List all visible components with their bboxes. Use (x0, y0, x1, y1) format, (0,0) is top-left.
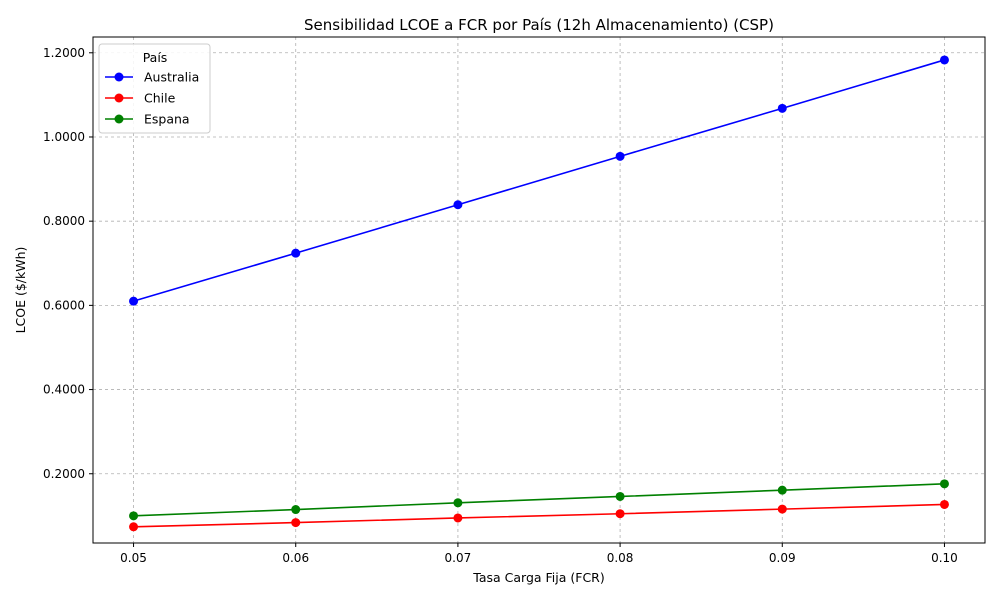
x-tick-label: 0.08 (607, 551, 634, 565)
data-point-espana (939, 479, 949, 489)
legend-swatch-marker (114, 72, 124, 82)
legend-box (98, 43, 211, 134)
y-tick-label: 1.2000 (43, 46, 85, 60)
legend: País Australia Chile Espana (98, 43, 211, 134)
data-point-espana (615, 491, 625, 501)
chart-title: Sensibilidad LCOE a FCR por País (12h Al… (304, 16, 774, 34)
data-point-chile (939, 499, 949, 509)
legend-item-australia: Australia (105, 70, 199, 85)
x-tick-label: 0.09 (769, 551, 796, 565)
y-tick-label: 0.6000 (43, 298, 85, 312)
data-point-chile (291, 518, 301, 528)
legend-item-chile: Chile (105, 91, 176, 106)
x-tick-label: 0.06 (282, 551, 309, 565)
data-point-australia (615, 151, 625, 161)
legend-label: Espana (144, 112, 190, 127)
data-point-australia (453, 200, 463, 210)
y-tick-label: 0.4000 (43, 383, 85, 397)
data-series (129, 55, 949, 532)
legend-swatch-marker (114, 93, 124, 103)
legend-label: Australia (144, 70, 199, 85)
data-point-australia (291, 248, 301, 258)
series-line-australia (133, 59, 945, 302)
series-line-chile (133, 503, 945, 528)
x-axis-ticks: 0.05 0.06 0.07 0.08 0.09 0.10 (120, 543, 958, 565)
data-point-chile (777, 504, 787, 514)
series-australia (129, 55, 949, 306)
legend-title: País (143, 50, 168, 65)
y-tick-label: 0.2000 (43, 467, 85, 481)
data-point-espana (291, 505, 301, 515)
x-tick-label: 0.05 (120, 551, 147, 565)
y-tick-label: 1.0000 (43, 130, 85, 144)
data-point-australia (777, 103, 787, 113)
data-point-chile (129, 522, 139, 532)
y-axis-label: LCOE ($/kWh) (13, 247, 28, 334)
plot-frame (92, 36, 986, 544)
x-axis-label: Tasa Carga Fija (FCR) (472, 570, 604, 585)
legend-label: Chile (144, 91, 176, 106)
data-point-espana (129, 511, 139, 521)
data-point-australia (129, 296, 139, 306)
data-point-chile (453, 513, 463, 523)
data-point-espana (777, 485, 787, 495)
x-tick-label: 0.10 (931, 551, 958, 565)
data-point-chile (615, 509, 625, 519)
grid-lines (93, 37, 985, 543)
y-axis-ticks: 0.2000 0.4000 0.6000 0.8000 1.0000 1.2000 (43, 46, 93, 481)
legend-swatch-marker (114, 114, 124, 124)
series-espana (129, 479, 949, 521)
series-line-espana (133, 483, 945, 517)
series-chile (129, 499, 949, 532)
y-tick-label: 0.8000 (43, 214, 85, 228)
x-tick-label: 0.07 (445, 551, 472, 565)
legend-item-espana: Espana (105, 112, 190, 127)
data-point-espana (453, 498, 463, 508)
data-point-australia (939, 55, 949, 65)
